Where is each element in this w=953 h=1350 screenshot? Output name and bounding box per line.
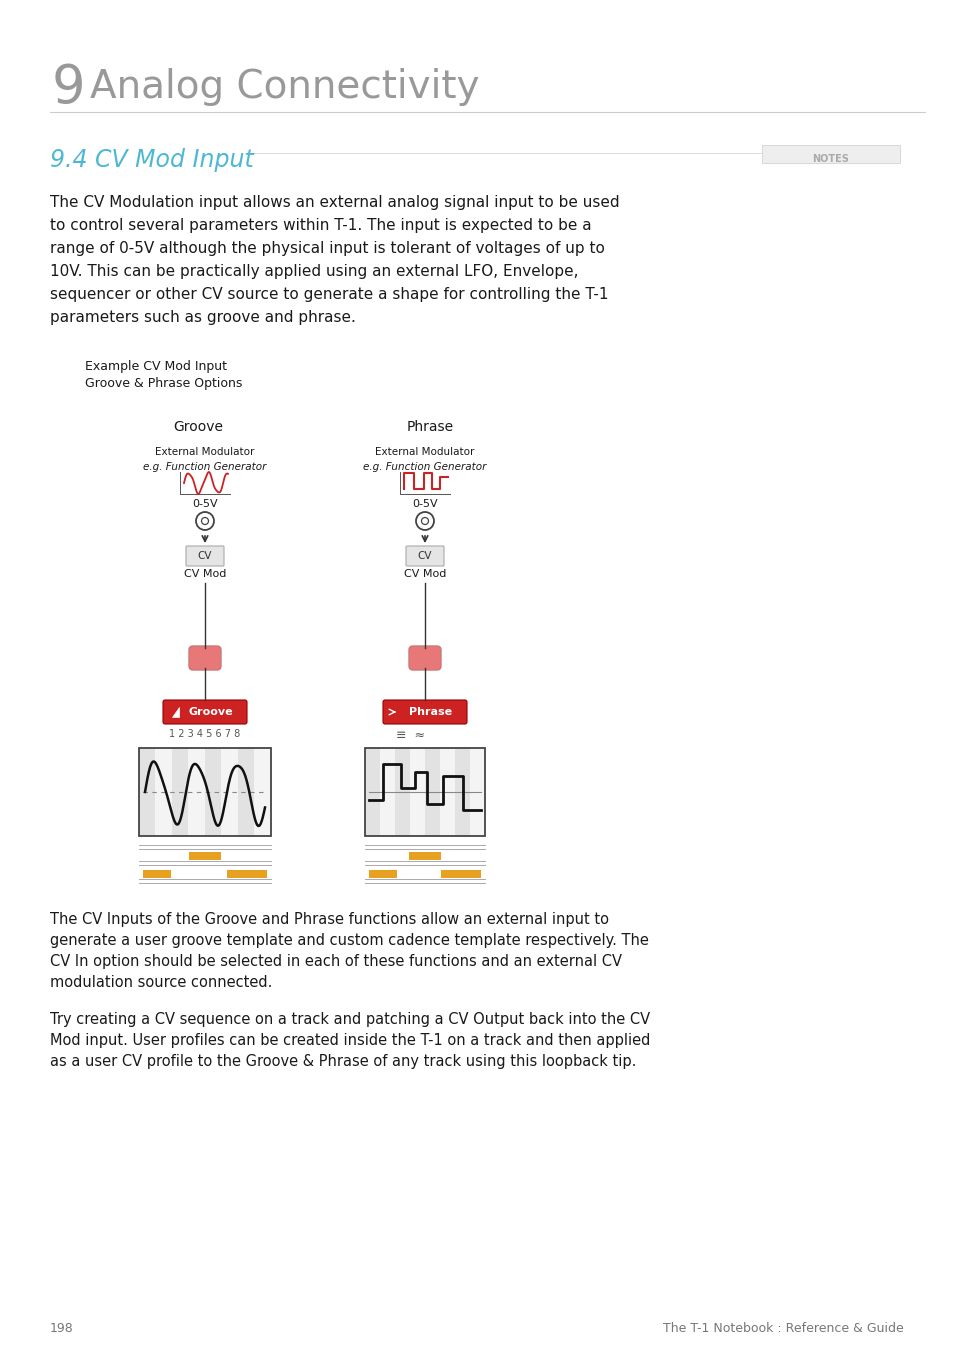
- Text: ≡  ≈: ≡ ≈: [396, 729, 425, 742]
- Text: 10V. This can be practically applied using an external LFO, Envelope,: 10V. This can be practically applied usi…: [50, 265, 578, 279]
- Bar: [365, 748, 484, 836]
- Text: Groove & Phrase Options: Groove & Phrase Options: [85, 377, 242, 390]
- Text: The T-1 Notebook : Reference & Guide: The T-1 Notebook : Reference & Guide: [662, 1322, 903, 1335]
- FancyBboxPatch shape: [189, 647, 221, 670]
- Text: The CV Inputs of the Groove and Phrase functions allow an external input to: The CV Inputs of the Groove and Phrase f…: [50, 913, 608, 927]
- Text: Phrase: Phrase: [409, 707, 452, 717]
- Text: e.g. Function Generator: e.g. Function Generator: [363, 462, 486, 472]
- Text: generate a user groove template and custom cadence template respectively. The: generate a user groove template and cust…: [50, 933, 648, 948]
- Text: 198: 198: [50, 1322, 73, 1335]
- Text: Mod input. User profiles can be created inside the T-1 on a track and then appli: Mod input. User profiles can be created …: [50, 1033, 650, 1048]
- Bar: [369, 869, 396, 878]
- Bar: [205, 748, 221, 836]
- FancyBboxPatch shape: [163, 701, 247, 724]
- Text: range of 0-5V although the physical input is tolerant of voltages of up to: range of 0-5V although the physical inpu…: [50, 242, 604, 256]
- Text: sequencer or other CV source to generate a shape for controlling the T-1: sequencer or other CV source to generate…: [50, 288, 608, 302]
- Text: Groove: Groove: [172, 420, 223, 433]
- Text: CV: CV: [197, 551, 212, 562]
- Bar: [143, 869, 171, 878]
- Text: parameters such as groove and phrase.: parameters such as groove and phrase.: [50, 310, 355, 325]
- Text: External Modulator: External Modulator: [155, 447, 254, 458]
- FancyBboxPatch shape: [186, 545, 224, 566]
- Text: 0-5V: 0-5V: [412, 500, 437, 509]
- Text: to control several parameters within T-1. The input is expected to be a: to control several parameters within T-1…: [50, 217, 591, 234]
- Bar: [189, 852, 221, 860]
- Bar: [455, 748, 470, 836]
- Text: 1 2 3 4 5 6 7 8: 1 2 3 4 5 6 7 8: [170, 729, 240, 738]
- Text: Phrase: Phrase: [407, 420, 454, 433]
- Bar: [395, 748, 410, 836]
- Text: CV: CV: [417, 551, 432, 562]
- Text: External Modulator: External Modulator: [375, 447, 475, 458]
- Text: Try creating a CV sequence on a track and patching a CV Output back into the CV: Try creating a CV sequence on a track an…: [50, 1012, 649, 1027]
- Text: CV Mod: CV Mod: [403, 568, 446, 579]
- Bar: [439, 748, 455, 836]
- Bar: [227, 869, 267, 878]
- Bar: [139, 748, 155, 836]
- Text: CV In option should be selected in each of these functions and an external CV: CV In option should be selected in each …: [50, 954, 621, 969]
- Text: 9.4 CV Mod Input: 9.4 CV Mod Input: [50, 148, 253, 171]
- Text: Analog Connectivity: Analog Connectivity: [90, 68, 479, 107]
- Bar: [237, 748, 254, 836]
- Text: modulation source connected.: modulation source connected.: [50, 975, 273, 990]
- Bar: [409, 852, 440, 860]
- Bar: [172, 748, 189, 836]
- Bar: [379, 748, 395, 836]
- Text: Groove: Groove: [189, 707, 233, 717]
- Bar: [189, 748, 205, 836]
- FancyBboxPatch shape: [761, 144, 899, 163]
- Bar: [470, 748, 484, 836]
- Bar: [365, 748, 379, 836]
- Text: as a user CV profile to the Groove & Phrase of any track using this loopback tip: as a user CV profile to the Groove & Phr…: [50, 1054, 636, 1069]
- FancyBboxPatch shape: [406, 545, 443, 566]
- Bar: [254, 748, 271, 836]
- Text: 9: 9: [52, 62, 86, 113]
- Bar: [139, 748, 271, 836]
- Polygon shape: [172, 707, 179, 717]
- Text: CV Mod: CV Mod: [184, 568, 226, 579]
- Text: e.g. Function Generator: e.g. Function Generator: [143, 462, 267, 472]
- Text: Example CV Mod Input: Example CV Mod Input: [85, 360, 227, 373]
- Text: 0-5V: 0-5V: [192, 500, 217, 509]
- FancyBboxPatch shape: [382, 701, 467, 724]
- Bar: [424, 748, 439, 836]
- Bar: [221, 748, 237, 836]
- FancyBboxPatch shape: [409, 647, 440, 670]
- Text: NOTES: NOTES: [812, 154, 848, 163]
- Bar: [155, 748, 172, 836]
- Bar: [440, 869, 480, 878]
- Text: The CV Modulation input allows an external analog signal input to be used: The CV Modulation input allows an extern…: [50, 194, 619, 211]
- Bar: [410, 748, 424, 836]
